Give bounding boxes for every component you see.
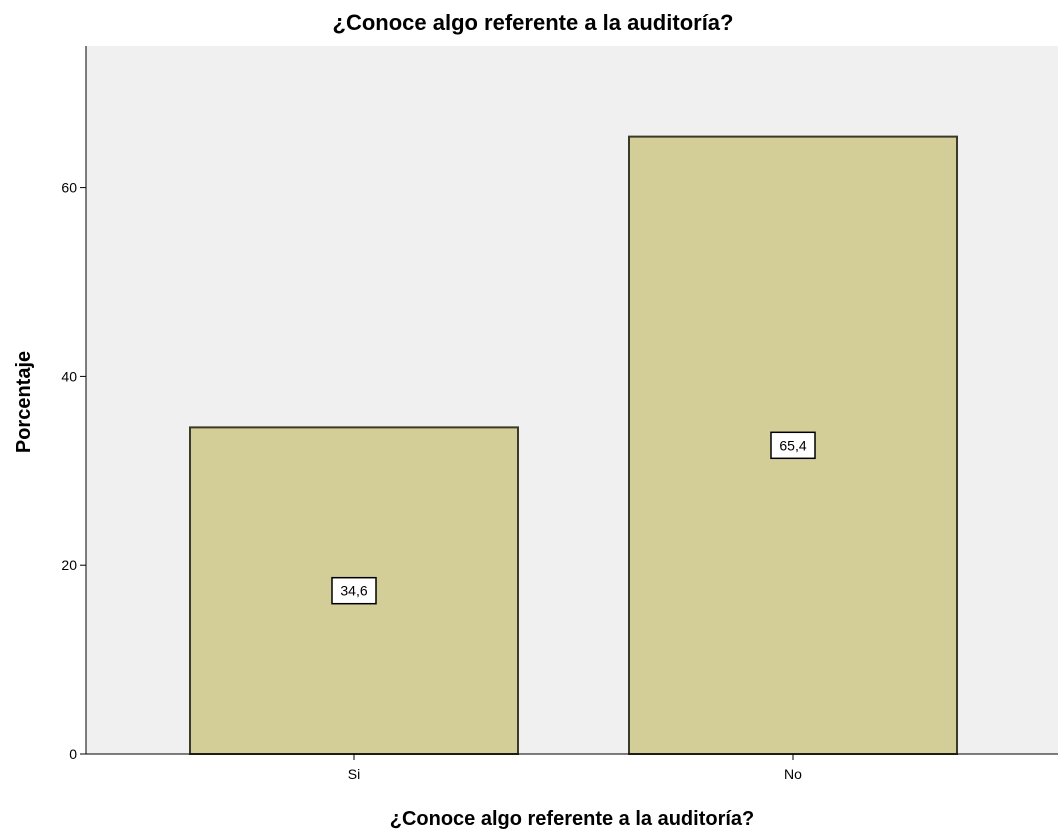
data-labels: 34,6 65,4 — [331, 431, 816, 605]
data-label-text: 65,4 — [779, 437, 806, 453]
x-tick-label: No — [784, 766, 802, 782]
y-tick-label: 40 — [61, 368, 77, 384]
data-label-box — [770, 431, 816, 460]
y-tick-label: 0 — [69, 746, 77, 762]
data-label-si: 34,6 — [331, 576, 377, 605]
x-axis-ticks: Si No — [348, 754, 802, 782]
y-tick-label: 20 — [61, 557, 77, 573]
data-label-box — [331, 576, 377, 605]
y-axis-ticks: 0 20 40 60 — [61, 180, 86, 762]
data-label-text: 34,6 — [340, 583, 367, 599]
y-tick-label: 60 — [61, 180, 77, 196]
x-axis-label: ¿Conoce algo referente a la auditoría? — [390, 808, 755, 830]
data-label-no: 65,4 — [770, 431, 816, 460]
y-axis-label: Porcentaje — [13, 351, 35, 453]
chart-title: ¿Conoce algo referente a la auditoría? — [333, 10, 734, 35]
x-tick-label: Si — [348, 766, 360, 782]
